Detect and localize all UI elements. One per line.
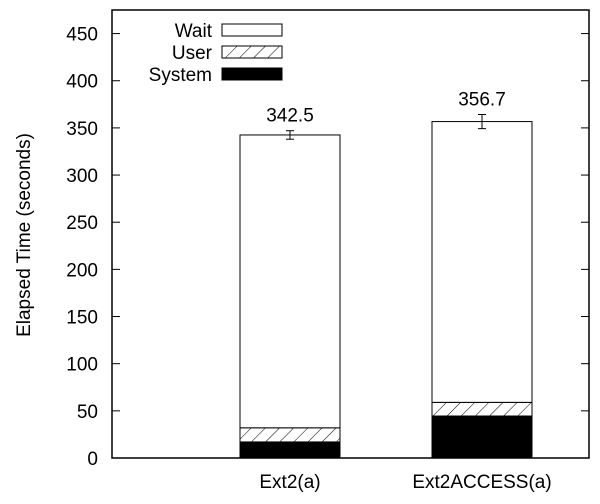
y-tick-label: 250 [66, 213, 98, 234]
y-tick-label: 400 [66, 72, 98, 93]
y-tick-label: 300 [66, 166, 98, 187]
legend-label-system: System [149, 65, 212, 86]
total-label: 356.7 [458, 90, 506, 111]
y-tick-label: 150 [66, 308, 98, 329]
y-axis-label: Elapsed Time (seconds) [14, 133, 35, 337]
bar-segment-wait [239, 134, 341, 429]
plot-frame [111, 9, 590, 459]
legend-swatch-user [221, 45, 283, 59]
bar-segment-user [239, 427, 341, 443]
bar-segment-system [239, 441, 341, 459]
y-tick-label: 450 [66, 25, 98, 46]
y-tick-label: 350 [66, 119, 98, 140]
total-label: 342.5 [266, 106, 314, 127]
legend-label-user: User [172, 43, 213, 64]
x-tick-label: Ext2(a) [259, 472, 320, 493]
bar-segment-system [431, 415, 533, 459]
legend-label-wait: Wait [175, 21, 213, 42]
bar-segment-wait [431, 121, 533, 403]
legend-swatch-system [221, 67, 283, 81]
y-tick-label: 50 [77, 402, 98, 423]
legend-swatch-wait [221, 23, 283, 37]
y-tick-label: 100 [66, 355, 98, 376]
y-tick-label: 200 [66, 260, 98, 281]
x-tick-label: Ext2ACCESS(a) [412, 472, 551, 493]
y-tick-label: 0 [87, 449, 98, 470]
bar-segment-user [431, 401, 533, 417]
